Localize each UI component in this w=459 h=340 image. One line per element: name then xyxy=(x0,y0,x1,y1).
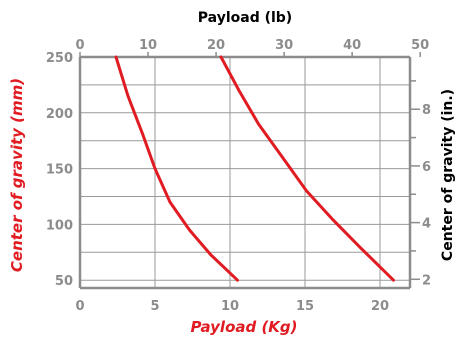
y-tick-label: 200 xyxy=(46,107,73,122)
y2-tick-label: 6 xyxy=(422,160,431,175)
x-axis-label: Payload (Kg) xyxy=(190,318,297,336)
x-tick-label: 10 xyxy=(221,299,239,314)
y2-tick-label: 2 xyxy=(422,273,431,288)
x-tick-label: 0 xyxy=(75,299,84,314)
grid xyxy=(80,56,410,288)
y2-tick-label: 4 xyxy=(422,217,431,232)
x2-tick-label: 30 xyxy=(275,38,293,53)
series-line xyxy=(114,55,239,282)
series-lines xyxy=(114,55,395,282)
x-tick-label: 20 xyxy=(371,299,389,314)
x-tick-label: 5 xyxy=(150,299,159,314)
x2-tick-label: 20 xyxy=(207,38,225,53)
x-tick-label: 15 xyxy=(296,299,314,314)
x2-tick-label: 10 xyxy=(139,38,157,53)
y-axis-label: Center of gravity (mm) xyxy=(8,78,26,272)
y2-axis-label: Center of gravity (in.) xyxy=(440,89,456,261)
y-tick-label: 250 xyxy=(46,51,73,66)
axes xyxy=(78,52,421,290)
y2-tick-label: 8 xyxy=(422,103,431,118)
x2-tick-label: 0 xyxy=(75,38,84,53)
y-tick-label: 150 xyxy=(46,163,73,178)
chart-title: Payload (lb) xyxy=(198,10,292,26)
series-line xyxy=(219,55,395,282)
y-tick-label: 50 xyxy=(55,274,73,289)
x2-tick-label: 50 xyxy=(411,38,429,53)
y-tick-label: 100 xyxy=(46,218,73,233)
x2-tick-label: 40 xyxy=(343,38,361,53)
